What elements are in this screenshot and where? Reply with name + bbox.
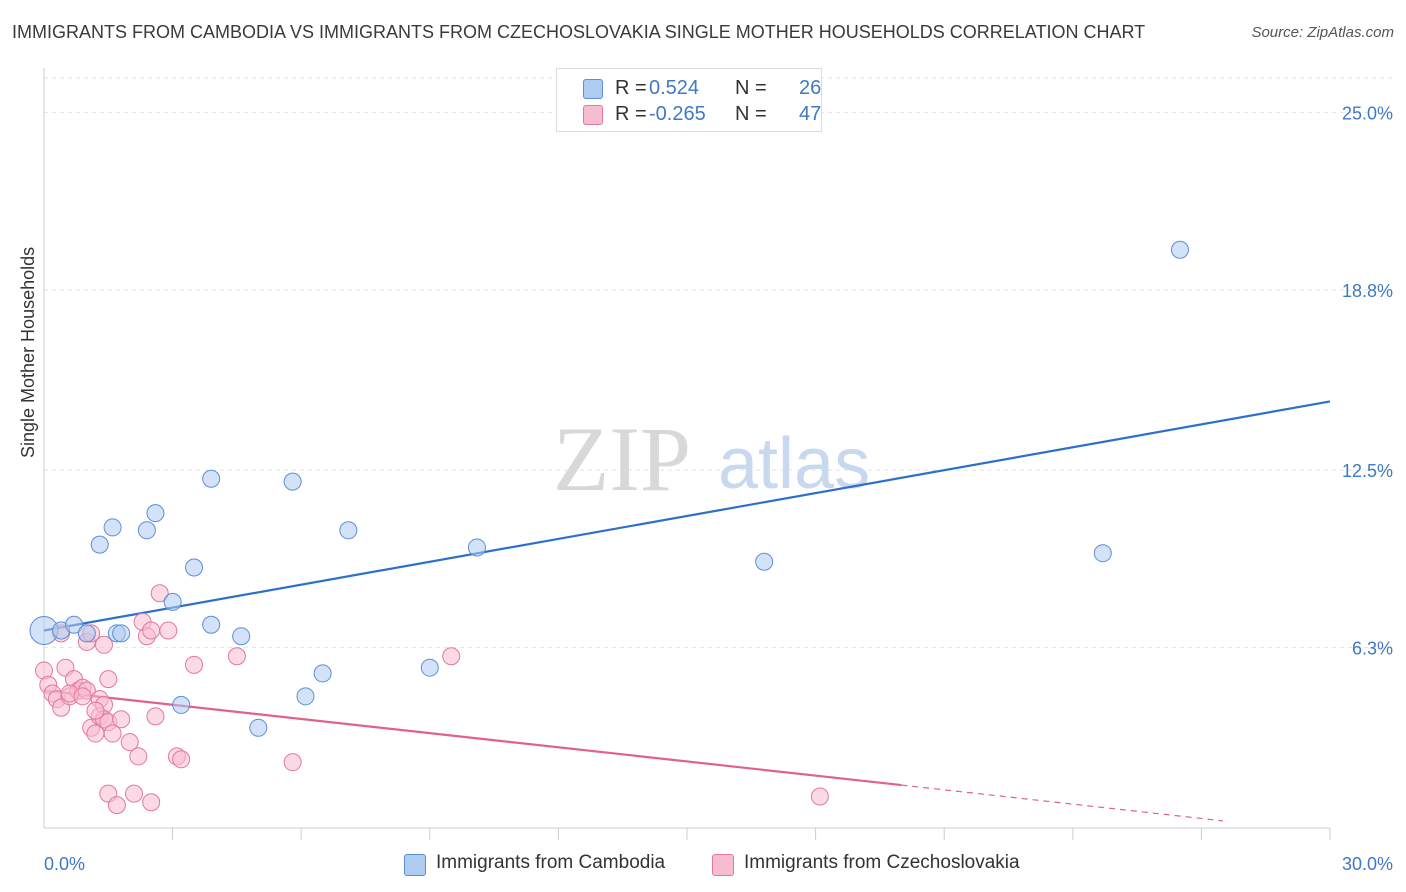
data-point-cambodia	[232, 627, 251, 646]
legend-n-label: N =	[735, 77, 767, 99]
watermark: ZIP atlas	[553, 408, 870, 510]
y-tick-label: 6.3%	[1352, 639, 1393, 659]
data-point-cambodia	[90, 535, 109, 554]
data-point-czechoslovakia	[86, 701, 105, 720]
x-tick-label-max: 30.0%	[1342, 854, 1393, 874]
y-tick-label: 18.8%	[1342, 281, 1393, 301]
data-point-cambodia	[103, 518, 122, 537]
watermark-zip: ZIP	[553, 408, 691, 510]
source-label: Source: ZipAtlas.com	[1251, 24, 1394, 41]
data-point-cambodia	[172, 695, 191, 714]
bottom-legend-swatch-cambodia	[404, 854, 426, 876]
data-point-czechoslovakia	[185, 655, 204, 674]
data-point-czechoslovakia	[112, 710, 131, 729]
chart-title: IMMIGRANTS FROM CAMBODIA VS IMMIGRANTS F…	[12, 22, 1146, 42]
legend-r-label: R =	[615, 103, 647, 125]
data-point-cambodia	[202, 615, 221, 634]
y-tick-label: 12.5%	[1342, 461, 1393, 481]
data-point-cambodia	[202, 469, 221, 488]
data-point-cambodia	[283, 472, 302, 491]
data-point-cambodia	[185, 558, 204, 577]
data-point-czechoslovakia	[73, 687, 92, 706]
x-tick-label-min: 0.0%	[44, 854, 85, 874]
bottom-legend-label-czechoslovakia: Immigrants from Czechoslovakia	[744, 852, 1020, 873]
data-point-czechoslovakia	[120, 733, 139, 752]
legend-r-label: R =	[615, 77, 647, 99]
data-point-czechoslovakia	[125, 784, 144, 803]
data-point-czechoslovakia	[129, 747, 148, 766]
legend-swatch-czechoslovakia	[583, 105, 603, 125]
data-point-cambodia	[249, 718, 268, 737]
data-point-cambodia	[467, 538, 486, 557]
watermark-atlas: atlas	[718, 424, 870, 504]
legend-n-value-czechoslovakia: 47	[799, 103, 822, 125]
data-point-czechoslovakia	[172, 750, 191, 769]
trend-line-czechoslovakia-extrapolated	[901, 784, 1223, 822]
y-axis-label: Single Mother Households	[18, 246, 38, 458]
data-point-czechoslovakia	[107, 796, 126, 815]
data-point-czechoslovakia	[159, 621, 178, 640]
data-point-czechoslovakia	[142, 793, 161, 812]
points-cambodia	[29, 240, 1189, 737]
data-point-czechoslovakia	[142, 621, 161, 640]
legend-swatch-cambodia	[583, 79, 603, 99]
data-point-cambodia	[137, 521, 156, 540]
data-point-czechoslovakia	[227, 647, 246, 666]
data-point-czechoslovakia	[442, 647, 461, 666]
data-point-czechoslovakia	[103, 724, 122, 743]
gridlines	[44, 77, 1396, 649]
tick-labels: 6.3% 12.5% 18.8% 25.0% 0.0% 30.0%	[44, 103, 1393, 874]
data-point-cambodia	[65, 615, 84, 634]
legend-n-value-cambodia: 26	[799, 77, 822, 99]
data-point-cambodia	[755, 552, 774, 571]
data-point-cambodia	[1093, 544, 1112, 563]
data-point-cambodia	[339, 521, 358, 540]
data-point-cambodia	[1170, 240, 1189, 259]
data-point-cambodia	[420, 658, 439, 677]
data-point-cambodia	[163, 592, 182, 611]
points-czechoslovakia	[35, 584, 829, 815]
data-point-cambodia	[112, 624, 131, 643]
trend-line-cambodia	[43, 400, 1331, 632]
y-tick-label: 25.0%	[1342, 103, 1393, 123]
data-point-cambodia	[296, 687, 315, 706]
legend-r-value-cambodia: 0.524	[649, 77, 700, 99]
data-point-czechoslovakia	[150, 584, 169, 603]
data-point-czechoslovakia	[99, 670, 118, 689]
legend-r-value-czechoslovakia: -0.265	[649, 103, 706, 125]
legend-n-label: N =	[735, 103, 767, 125]
bottom-legend-swatch-czechoslovakia	[712, 854, 734, 876]
data-point-czechoslovakia	[810, 787, 829, 806]
data-point-czechoslovakia	[283, 753, 302, 772]
correlation-legend: R = 0.524 N = 26 R = -0.265 N = 47	[556, 68, 822, 132]
axes	[43, 68, 1331, 840]
data-point-cambodia	[313, 664, 332, 683]
data-point-cambodia	[146, 504, 165, 523]
data-point-czechoslovakia	[95, 635, 114, 654]
data-point-czechoslovakia	[146, 707, 165, 726]
data-point-cambodia	[77, 624, 96, 643]
bottom-legend-label-cambodia: Immigrants from Cambodia	[436, 852, 666, 873]
